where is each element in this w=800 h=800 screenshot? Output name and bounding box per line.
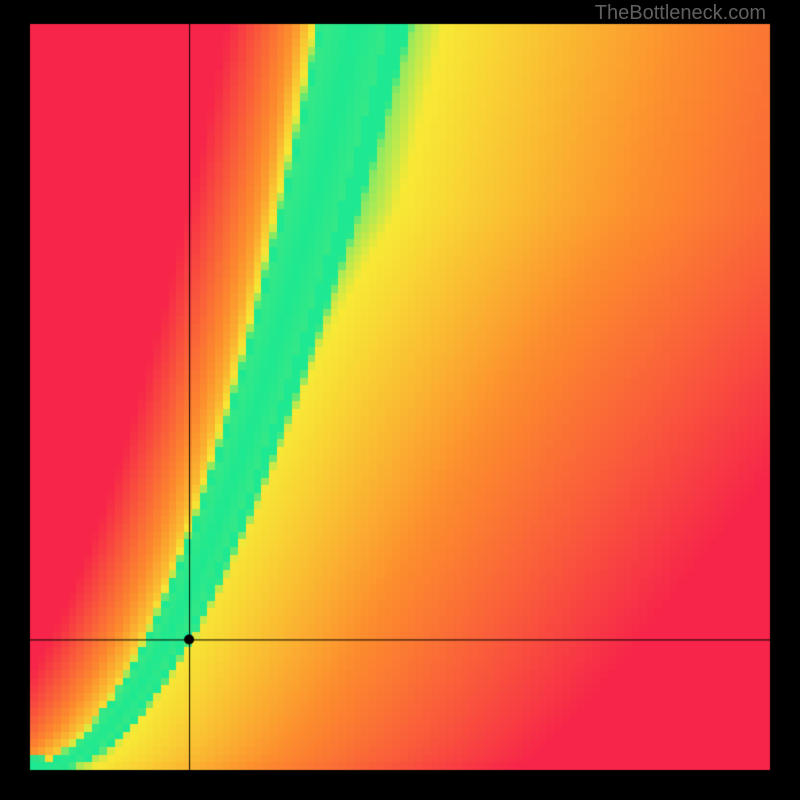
bottleneck-heatmap <box>0 0 800 800</box>
watermark-text: TheBottleneck.com <box>595 2 766 25</box>
chart-container: TheBottleneck.com <box>0 0 800 800</box>
